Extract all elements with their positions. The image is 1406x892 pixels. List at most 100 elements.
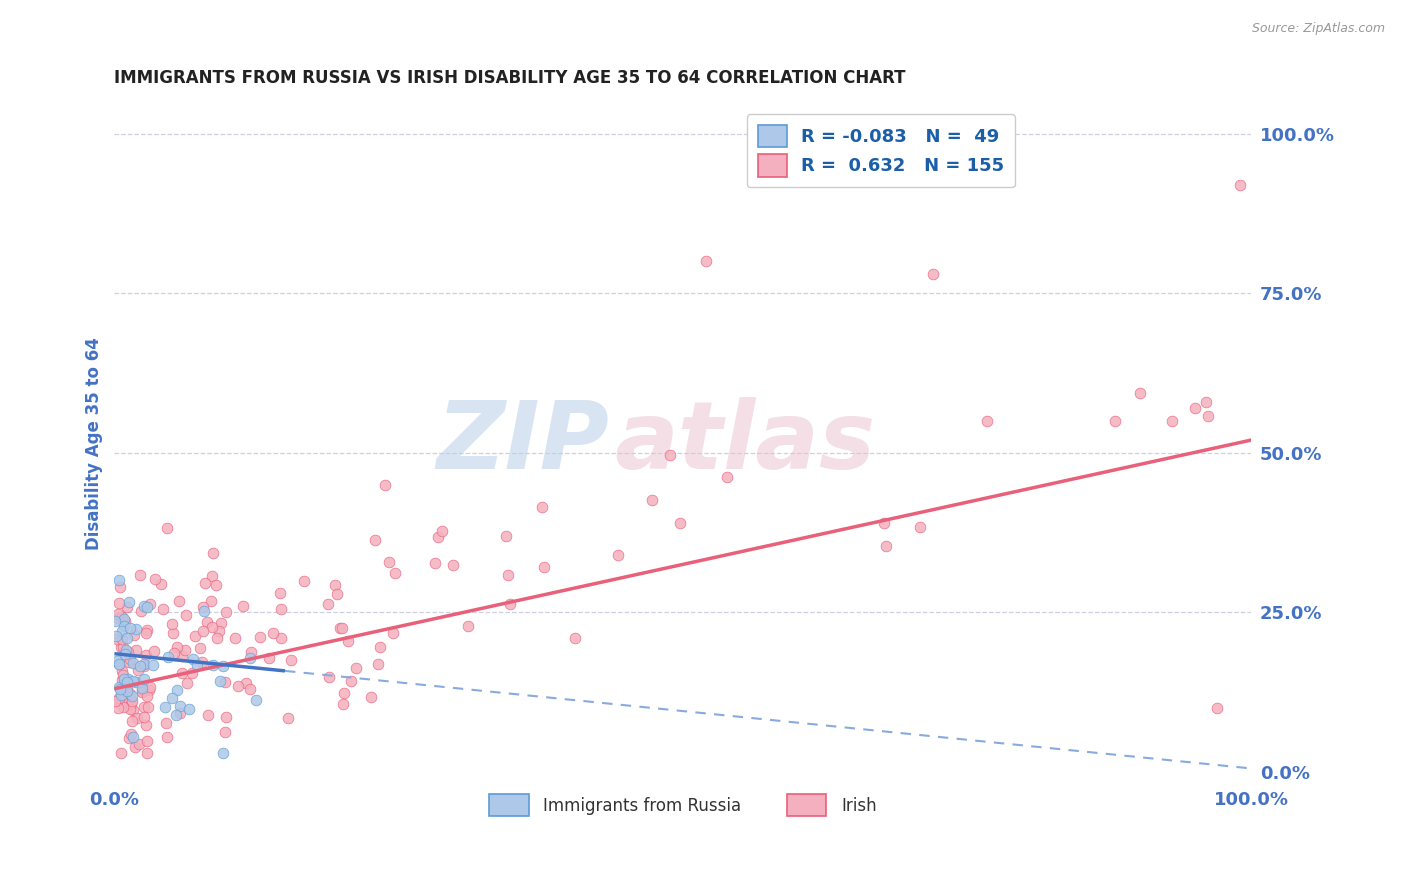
Point (323, 578, 346, 592)
Point (118, 655, 141, 669)
Point (111, 699, 134, 714)
Text: Source: ZipAtlas.com: Source: ZipAtlas.com (1251, 22, 1385, 36)
Point (344, 661, 367, 675)
Point (165, 707, 187, 722)
Point (280, 653, 302, 667)
Point (1197, 409, 1219, 423)
Point (125, 643, 148, 657)
Point (107, 574, 129, 588)
Point (188, 640, 211, 655)
Point (166, 640, 188, 655)
Point (374, 477, 396, 491)
Point (110, 746, 132, 760)
Point (122, 703, 145, 717)
Point (128, 737, 150, 751)
Point (108, 682, 131, 697)
Point (212, 746, 235, 760)
Point (121, 689, 143, 703)
Point (166, 683, 188, 698)
Point (135, 690, 157, 704)
Point (201, 657, 224, 672)
Point (132, 658, 155, 673)
Point (111, 640, 134, 654)
Point (270, 601, 292, 615)
Point (239, 650, 262, 665)
Point (110, 688, 132, 702)
Point (110, 640, 132, 655)
Point (180, 666, 202, 681)
Point (208, 624, 231, 639)
Point (249, 630, 271, 644)
Point (201, 546, 224, 560)
Point (135, 626, 157, 640)
Point (142, 657, 165, 672)
Point (107, 596, 129, 610)
Point (200, 594, 222, 608)
Point (333, 686, 356, 700)
Y-axis label: Disability Age 35 to 64: Disability Age 35 to 64 (86, 337, 103, 549)
Point (364, 533, 387, 548)
Point (122, 656, 145, 670)
Point (127, 663, 149, 677)
Point (111, 632, 134, 646)
Point (139, 680, 162, 694)
Point (270, 632, 292, 646)
Point (125, 674, 148, 689)
Point (118, 687, 141, 701)
Point (318, 597, 340, 611)
Point (112, 619, 135, 633)
Point (499, 598, 522, 612)
Point (212, 659, 235, 673)
Point (114, 612, 136, 626)
Point (1195, 394, 1218, 409)
Point (108, 680, 131, 694)
Point (564, 631, 586, 645)
Point (533, 560, 555, 574)
Point (162, 625, 184, 640)
Point (111, 665, 134, 679)
Point (695, 254, 717, 268)
Point (118, 595, 141, 609)
Point (872, 516, 894, 530)
Point (1104, 414, 1126, 428)
Point (142, 644, 165, 658)
Point (214, 675, 236, 690)
Point (174, 608, 197, 623)
Point (193, 603, 215, 617)
Point (922, 267, 945, 281)
Point (368, 640, 391, 654)
Point (120, 698, 142, 712)
Legend: Immigrants from Russia, Irish: Immigrants from Russia, Irish (482, 787, 884, 823)
Point (169, 706, 191, 721)
Point (176, 676, 198, 690)
Point (131, 604, 153, 618)
Point (360, 690, 382, 705)
Point (136, 699, 159, 714)
Point (136, 746, 159, 760)
Point (155, 730, 177, 744)
Point (120, 726, 142, 740)
Text: IMMIGRANTS FROM RUSSIA VS IRISH DISABILITY AGE 35 TO 64 CORRELATION CHART: IMMIGRANTS FROM RUSSIA VS IRISH DISABILI… (114, 69, 905, 87)
Point (976, 414, 998, 428)
Point (136, 599, 159, 614)
Point (108, 657, 131, 671)
Point (209, 673, 232, 688)
Point (134, 657, 156, 671)
Point (152, 601, 174, 615)
Point (226, 679, 249, 693)
Point (121, 714, 143, 729)
Point (262, 625, 284, 640)
Point (257, 651, 280, 665)
Point (112, 672, 135, 686)
Point (111, 610, 134, 624)
Point (115, 600, 138, 615)
Point (120, 621, 142, 635)
Point (239, 682, 262, 697)
Point (336, 634, 359, 648)
Point (606, 548, 628, 562)
Point (125, 711, 148, 725)
Point (495, 528, 517, 542)
Point (239, 645, 262, 659)
Point (367, 657, 389, 672)
Point (194, 575, 217, 590)
